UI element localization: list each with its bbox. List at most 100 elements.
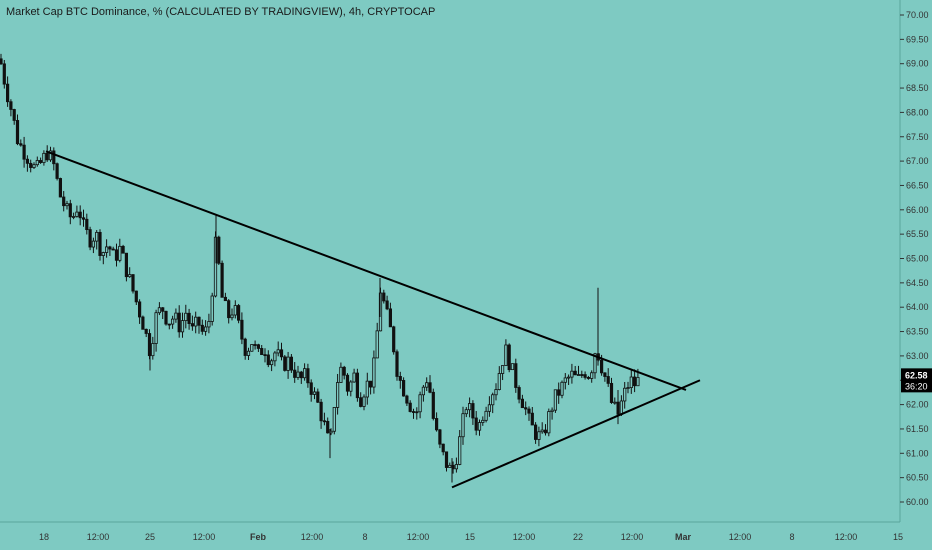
candle-body <box>263 354 267 357</box>
candle-body <box>75 211 79 217</box>
candle-body <box>349 381 353 392</box>
y-tick-label: 70.00 <box>906 10 929 20</box>
candle-body <box>623 387 627 402</box>
y-tick-label: 61.00 <box>906 448 929 458</box>
x-tick-label: 12:00 <box>835 532 858 542</box>
candle-body <box>534 424 538 440</box>
candle-body <box>39 160 43 163</box>
candle-body <box>619 400 624 415</box>
candle-body <box>131 274 135 292</box>
candle-body <box>2 63 6 85</box>
candle-body <box>134 290 138 303</box>
candle-body <box>91 240 95 248</box>
candle-body <box>58 178 63 198</box>
candle-body <box>567 376 571 379</box>
candle-body <box>586 376 591 379</box>
candle-body <box>537 431 541 440</box>
candle-body <box>600 359 604 374</box>
y-tick-label: 65.00 <box>906 254 929 264</box>
x-tick-label: 8 <box>789 532 794 542</box>
candle-body <box>507 344 511 371</box>
candle-body <box>250 344 254 352</box>
candle-body <box>418 394 422 413</box>
candle-body <box>428 382 432 393</box>
candle-body <box>438 429 442 445</box>
x-tick-label: 8 <box>362 532 367 542</box>
candle-body <box>494 389 498 396</box>
candle-body <box>560 381 564 396</box>
candle-body <box>299 371 303 379</box>
x-tick-label: 25 <box>145 532 155 542</box>
candle-body <box>227 300 231 319</box>
candle-body <box>454 464 459 470</box>
candle-body <box>141 316 145 330</box>
candle-body <box>392 326 396 353</box>
candle-body <box>210 295 214 322</box>
x-tick-label: 12:00 <box>513 532 536 542</box>
candle-body <box>233 305 237 316</box>
candle-body <box>573 370 577 376</box>
candle-body <box>269 360 274 366</box>
x-tick-label: 22 <box>573 532 583 542</box>
candle-body <box>352 372 356 383</box>
candle-body <box>194 316 198 327</box>
candle-body <box>121 245 125 254</box>
candle-body <box>491 394 495 406</box>
candle-body <box>52 150 56 165</box>
candle-body <box>95 231 99 242</box>
chart-title: Market Cap BTC Dominance, % (CALCULATED … <box>6 6 436 18</box>
y-tick-label: 61.50 <box>906 424 929 434</box>
candle-body <box>217 236 221 264</box>
candle-body <box>500 365 505 374</box>
candle-body <box>636 377 640 387</box>
candle-body <box>170 318 175 325</box>
candle-body <box>137 301 142 318</box>
candle-body <box>339 366 343 383</box>
candle-body <box>626 387 630 389</box>
candle-body <box>88 229 92 248</box>
candle-body <box>154 312 158 344</box>
candle-body <box>415 411 419 414</box>
candle-body <box>85 218 89 231</box>
last-price-box <box>901 368 932 393</box>
candle-body <box>19 143 23 146</box>
candle-body <box>458 436 462 465</box>
candle-body <box>180 320 185 333</box>
candle-body <box>273 352 277 362</box>
countdown-label: 36:20 <box>905 381 928 391</box>
candle-body <box>613 401 617 404</box>
candle-body <box>246 350 251 356</box>
candle-body <box>524 407 528 410</box>
candle-body <box>441 443 445 453</box>
candle-body <box>408 402 412 412</box>
candle-body <box>256 344 261 349</box>
candle-body <box>467 403 472 411</box>
candle-body <box>345 374 350 392</box>
candle-body <box>302 368 307 379</box>
candle-body <box>316 391 320 403</box>
x-tick-label: 18 <box>39 532 49 542</box>
candle-body <box>471 403 475 419</box>
candle-body <box>576 374 581 376</box>
candle-body <box>497 373 501 390</box>
candle-body <box>68 203 72 218</box>
y-tick-label: 65.50 <box>906 229 929 239</box>
candle-body <box>98 231 102 256</box>
candle-body <box>289 356 294 371</box>
y-tick-label: 69.00 <box>906 59 929 69</box>
candle-body <box>527 408 531 414</box>
candle-body <box>425 382 429 388</box>
x-tick-label: Feb <box>250 532 267 542</box>
candle-body <box>504 344 508 366</box>
candle-body <box>553 389 558 411</box>
y-tick-label: 60.00 <box>906 497 929 507</box>
x-tick-label: 15 <box>465 532 475 542</box>
candle-body <box>124 252 128 278</box>
candle-body <box>444 451 449 468</box>
candle-body <box>312 391 317 395</box>
candle-body <box>382 292 386 302</box>
candle-body <box>223 296 227 302</box>
candle-body <box>32 164 36 168</box>
candle-body <box>593 353 597 374</box>
